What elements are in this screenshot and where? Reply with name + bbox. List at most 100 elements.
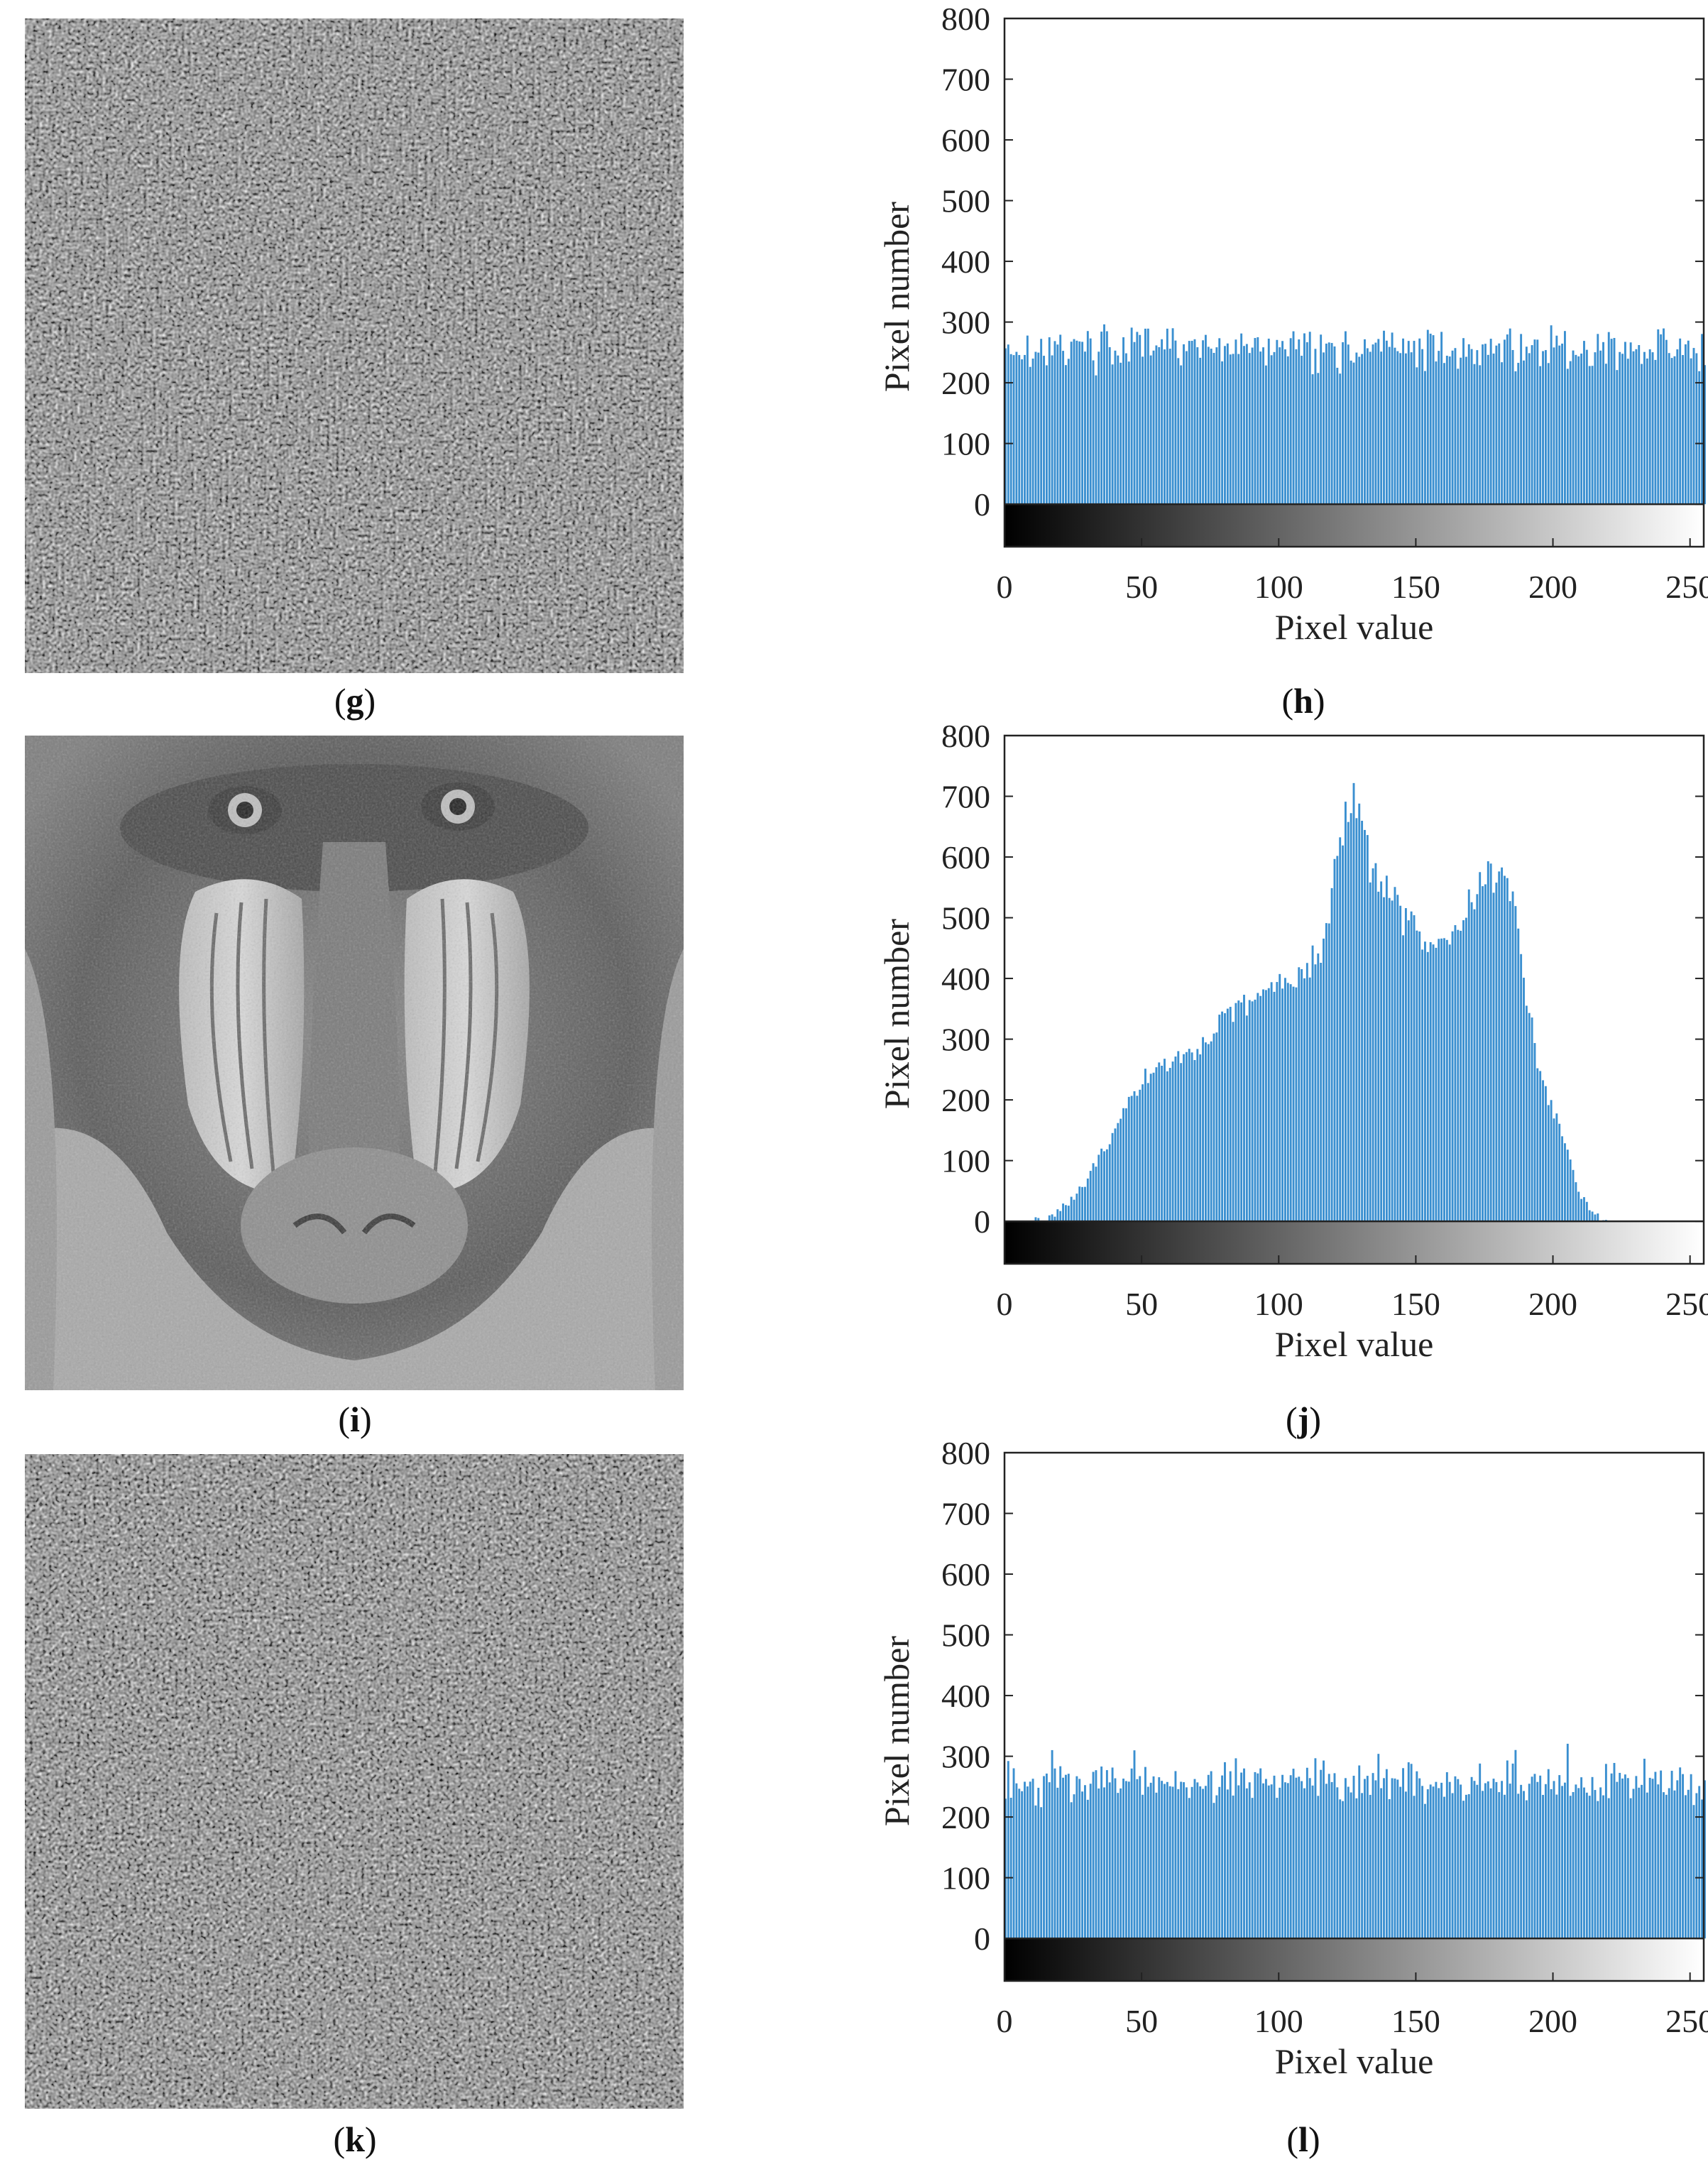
histogram-bar bbox=[1673, 356, 1676, 505]
histogram-bar bbox=[1626, 359, 1629, 505]
histogram-bar bbox=[1489, 1788, 1492, 1939]
histogram-bar bbox=[1635, 349, 1638, 505]
y-tick-label: 200 bbox=[941, 1082, 990, 1118]
histogram-bar bbox=[1670, 358, 1673, 505]
histogram-bar bbox=[1597, 334, 1599, 505]
histogram-bar bbox=[1323, 352, 1325, 505]
histogram-bar bbox=[1531, 345, 1533, 505]
histogram-bar bbox=[1185, 1052, 1188, 1222]
histogram-bar bbox=[1339, 837, 1342, 1222]
histogram-bar bbox=[1646, 358, 1648, 505]
histogram-bar bbox=[1281, 988, 1284, 1222]
histogram-bar bbox=[1040, 1807, 1043, 1939]
histogram-bar bbox=[1651, 1779, 1654, 1939]
histogram-bar bbox=[1062, 1777, 1065, 1939]
histogram-bar bbox=[1026, 335, 1029, 505]
histogram-bar bbox=[1095, 1167, 1097, 1222]
histogram-bar bbox=[1495, 883, 1498, 1222]
histogram-bar bbox=[1059, 334, 1062, 505]
histogram-bar bbox=[1144, 1069, 1146, 1222]
histogram-bar bbox=[1391, 332, 1394, 505]
histogram-bar bbox=[1547, 1105, 1550, 1222]
histogram-bar bbox=[1212, 352, 1215, 505]
histogram-bar bbox=[1284, 1782, 1286, 1939]
histogram-bar bbox=[1235, 1758, 1237, 1939]
noise-texture bbox=[25, 1454, 684, 2109]
histogram-bar bbox=[1320, 334, 1323, 505]
histogram-bar bbox=[1426, 1789, 1429, 1939]
y-tick-label: 0 bbox=[974, 486, 990, 523]
histogram-bar bbox=[1413, 1796, 1416, 1939]
histogram-bar bbox=[1462, 1801, 1465, 1939]
histogram-bar bbox=[1465, 917, 1467, 1222]
histogram-bar bbox=[1204, 1042, 1207, 1222]
histogram-bar bbox=[1161, 1066, 1164, 1222]
histogram-bar bbox=[1506, 878, 1509, 1222]
histogram-bar bbox=[1621, 354, 1624, 505]
histogram-bar bbox=[1355, 1798, 1358, 1939]
histogram-bar bbox=[1124, 353, 1127, 505]
histogram-bar bbox=[1095, 1770, 1097, 1939]
y-tick-label: 800 bbox=[941, 718, 990, 754]
histogram-bar bbox=[1613, 337, 1616, 505]
histogram-bar bbox=[1632, 351, 1635, 505]
histogram-bar bbox=[1454, 348, 1457, 505]
histogram-bar bbox=[1264, 365, 1267, 505]
histogram-bar bbox=[1355, 352, 1358, 505]
histogram-bar bbox=[1432, 1786, 1435, 1939]
histogram-bar bbox=[1103, 324, 1105, 505]
histogram-bar bbox=[1528, 1012, 1531, 1222]
histogram-bar bbox=[1352, 362, 1355, 505]
histogram-bar bbox=[1374, 1780, 1377, 1939]
histogram-bar bbox=[1594, 1790, 1597, 1939]
histogram-bar bbox=[1012, 1768, 1015, 1939]
histogram-bar bbox=[1100, 1767, 1103, 1939]
histogram-bar bbox=[1073, 1794, 1075, 1939]
histogram-bar bbox=[1229, 1771, 1232, 1939]
histogram-bar bbox=[1544, 1784, 1547, 1939]
histogram-bar bbox=[1146, 1083, 1149, 1222]
x-tick-label: 250 bbox=[1665, 569, 1708, 605]
histogram-bar bbox=[1520, 334, 1523, 505]
histogram-bar bbox=[1380, 351, 1383, 505]
histogram-bar bbox=[1457, 1779, 1460, 1939]
histogram-bar bbox=[1366, 348, 1369, 505]
histogram-bar bbox=[1024, 354, 1026, 505]
histogram-bar bbox=[1158, 1062, 1161, 1222]
histogram-bar bbox=[1075, 1776, 1078, 1939]
histogram-bar bbox=[1273, 991, 1276, 1222]
histogram-bar bbox=[1100, 332, 1103, 505]
histogram-bar bbox=[1045, 365, 1048, 505]
histogram-bar bbox=[1599, 350, 1602, 505]
histogram-bar bbox=[1536, 1068, 1539, 1222]
histogram-bar bbox=[1657, 329, 1660, 505]
histogram-bar bbox=[1323, 1760, 1325, 1939]
caption-l: (l) bbox=[1286, 2119, 1320, 2159]
histogram-bar bbox=[1572, 1169, 1575, 1222]
x-tick-label: 250 bbox=[1665, 2003, 1708, 2039]
histogram-bar bbox=[1364, 339, 1366, 505]
y-tick-label: 100 bbox=[941, 1143, 990, 1179]
histogram-bar bbox=[1594, 352, 1597, 505]
histogram-bar bbox=[1416, 367, 1418, 505]
histogram-svg-j: 0 100 200 300 400 500 600 700 800 0 50 100 150 200 250… bbox=[877, 718, 1708, 1364]
histogram-bar bbox=[1429, 333, 1432, 505]
histogram-bar bbox=[1454, 924, 1457, 1222]
histogram-bar bbox=[1199, 1054, 1202, 1222]
histogram-bar bbox=[1539, 366, 1542, 505]
histogram-bar bbox=[1440, 1782, 1443, 1939]
y-tick-label: 500 bbox=[941, 183, 990, 219]
histogram-bar bbox=[1638, 1787, 1641, 1939]
histogram-bar bbox=[1561, 343, 1564, 505]
histogram-bar bbox=[1303, 333, 1305, 505]
histogram-bar bbox=[1237, 1000, 1240, 1222]
histogram-bar bbox=[1607, 332, 1610, 505]
histogram-bar bbox=[1196, 347, 1199, 505]
histogram-bar bbox=[1097, 1154, 1100, 1222]
histogram-bar bbox=[1196, 1782, 1199, 1939]
histogram-bar bbox=[1654, 359, 1657, 505]
histogram-bar bbox=[1218, 338, 1221, 505]
histogram-bar bbox=[1517, 1793, 1520, 1939]
histogram-bar bbox=[1021, 359, 1024, 505]
histogram-bar bbox=[1276, 1798, 1279, 1939]
